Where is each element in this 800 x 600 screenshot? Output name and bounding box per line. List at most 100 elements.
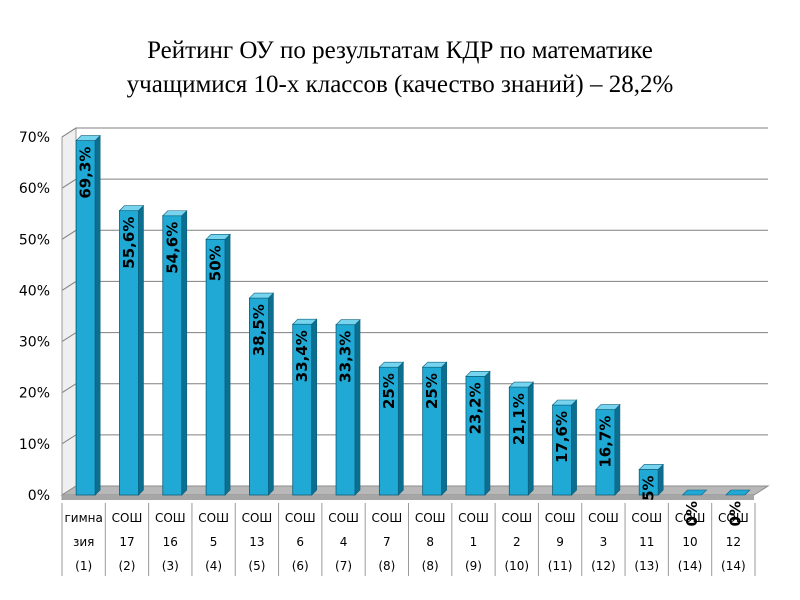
- x-tick-label: СОШ: [458, 511, 489, 525]
- x-tick-label: 11: [639, 535, 654, 549]
- x-tick-label: 2: [513, 535, 521, 549]
- x-tick-label: (3): [162, 559, 179, 573]
- bar: [335, 318, 361, 496]
- x-tick-label: СОШ: [675, 511, 706, 525]
- bar-side: [527, 381, 534, 496]
- bar-top: [75, 135, 101, 141]
- x-tick-label: 8: [426, 535, 434, 549]
- x-tick-label: (9): [465, 559, 482, 573]
- bar-top: [551, 399, 578, 406]
- bar: [508, 381, 535, 496]
- x-tick-label: 7: [383, 535, 391, 549]
- x-tick-label: 9: [556, 535, 564, 549]
- data-label: 50%: [207, 245, 225, 281]
- bar-side: [614, 403, 621, 496]
- data-label: 16,7%: [596, 416, 614, 468]
- x-tick-label: СОШ: [718, 511, 749, 525]
- x-tick-label: (6): [292, 559, 309, 573]
- bar-top: [595, 404, 621, 410]
- chart-title: Рейтинг ОУ по результатам КДР по математ…: [0, 34, 800, 102]
- y-tick-label: 70%: [19, 130, 50, 146]
- y-tick-label: 30%: [19, 335, 50, 351]
- bar-side: [268, 292, 274, 496]
- bar-side: [354, 318, 361, 496]
- data-label: 21,1%: [510, 393, 528, 445]
- bar-side: [571, 399, 577, 496]
- x-tick-label: СОШ: [328, 511, 359, 525]
- bar-top: [725, 489, 751, 496]
- bar-top: [465, 371, 491, 377]
- bar: [75, 134, 101, 496]
- y-tick-label: 0%: [28, 488, 50, 504]
- x-tick-label: (11): [548, 559, 573, 573]
- x-tick-label: 5: [210, 535, 218, 549]
- data-label: 0%: [726, 501, 744, 526]
- x-tick-label: СОШ: [285, 511, 316, 525]
- x-tick-label: СОШ: [415, 511, 446, 525]
- bar-top: [162, 210, 188, 217]
- gridline: [61, 127, 768, 138]
- bar: [118, 204, 145, 496]
- x-tick-label: (5): [248, 559, 265, 573]
- x-tick-label: СОШ: [112, 511, 143, 525]
- bar-side: [181, 210, 188, 496]
- bar-side: [224, 233, 231, 496]
- bar-top: [335, 319, 361, 325]
- bar: [595, 403, 621, 496]
- bar: [725, 489, 751, 496]
- bar-side: [484, 370, 491, 496]
- x-tick-label: (8): [378, 559, 395, 573]
- bar-side: [398, 361, 404, 496]
- bar-top: [508, 381, 535, 388]
- bar: [248, 292, 275, 496]
- x-tick-label: 16: [163, 535, 178, 549]
- x-tick-label: СОШ: [242, 511, 273, 525]
- data-label: 0%: [683, 501, 701, 526]
- y-tick-label: 50%: [19, 232, 50, 248]
- x-tick-label: гимна: [64, 511, 102, 525]
- data-label: 55,6%: [120, 217, 138, 269]
- bar: [291, 318, 318, 496]
- data-label: 25%: [423, 373, 441, 409]
- x-tick-label: (14): [678, 559, 703, 573]
- y-tick-label: 40%: [19, 283, 50, 299]
- x-tick-label: СОШ: [501, 511, 532, 525]
- x-tick-label: (7): [335, 559, 352, 573]
- x-tick-label: 1: [470, 535, 478, 549]
- x-tick-label: (13): [634, 559, 659, 573]
- y-tick-label: 60%: [19, 181, 50, 197]
- y-tick-label: 10%: [19, 437, 50, 453]
- bar: [465, 370, 491, 496]
- x-tick-label: 10: [682, 535, 697, 549]
- x-tick-label: (1): [75, 559, 92, 573]
- bar-side: [441, 361, 447, 496]
- bar-top: [681, 489, 708, 496]
- bar: [681, 489, 708, 496]
- bar: [551, 399, 578, 496]
- chart-title-line-2: учащимися 10-х классов (качество знаний)…: [126, 71, 674, 98]
- bar: [162, 210, 188, 496]
- bar-top: [248, 292, 275, 299]
- x-tick-label: (14): [721, 559, 746, 573]
- data-label: 33,3%: [337, 331, 355, 383]
- data-label: 17,6%: [553, 411, 571, 463]
- x-tick-label: (2): [118, 559, 135, 573]
- chart-floor-edge: [62, 495, 754, 500]
- bar-top: [205, 233, 231, 240]
- bar: [638, 463, 664, 496]
- bar-top: [291, 318, 318, 325]
- bar-top: [421, 361, 448, 368]
- data-label: 33,4%: [293, 330, 311, 382]
- x-tick-label: 6: [296, 535, 304, 549]
- x-tick-label: 13: [249, 535, 264, 549]
- data-label: 23,2%: [466, 382, 484, 434]
- y-tick-label: 20%: [19, 386, 50, 402]
- bar: [421, 361, 448, 496]
- chart-title-line-1: Рейтинг ОУ по результатам КДР по математ…: [147, 37, 653, 64]
- bar-side: [138, 204, 144, 496]
- x-tick-label: (10): [504, 559, 529, 573]
- x-tick-label: 12: [726, 535, 741, 549]
- x-tick-label: СОШ: [155, 511, 186, 525]
- bar: [378, 361, 405, 496]
